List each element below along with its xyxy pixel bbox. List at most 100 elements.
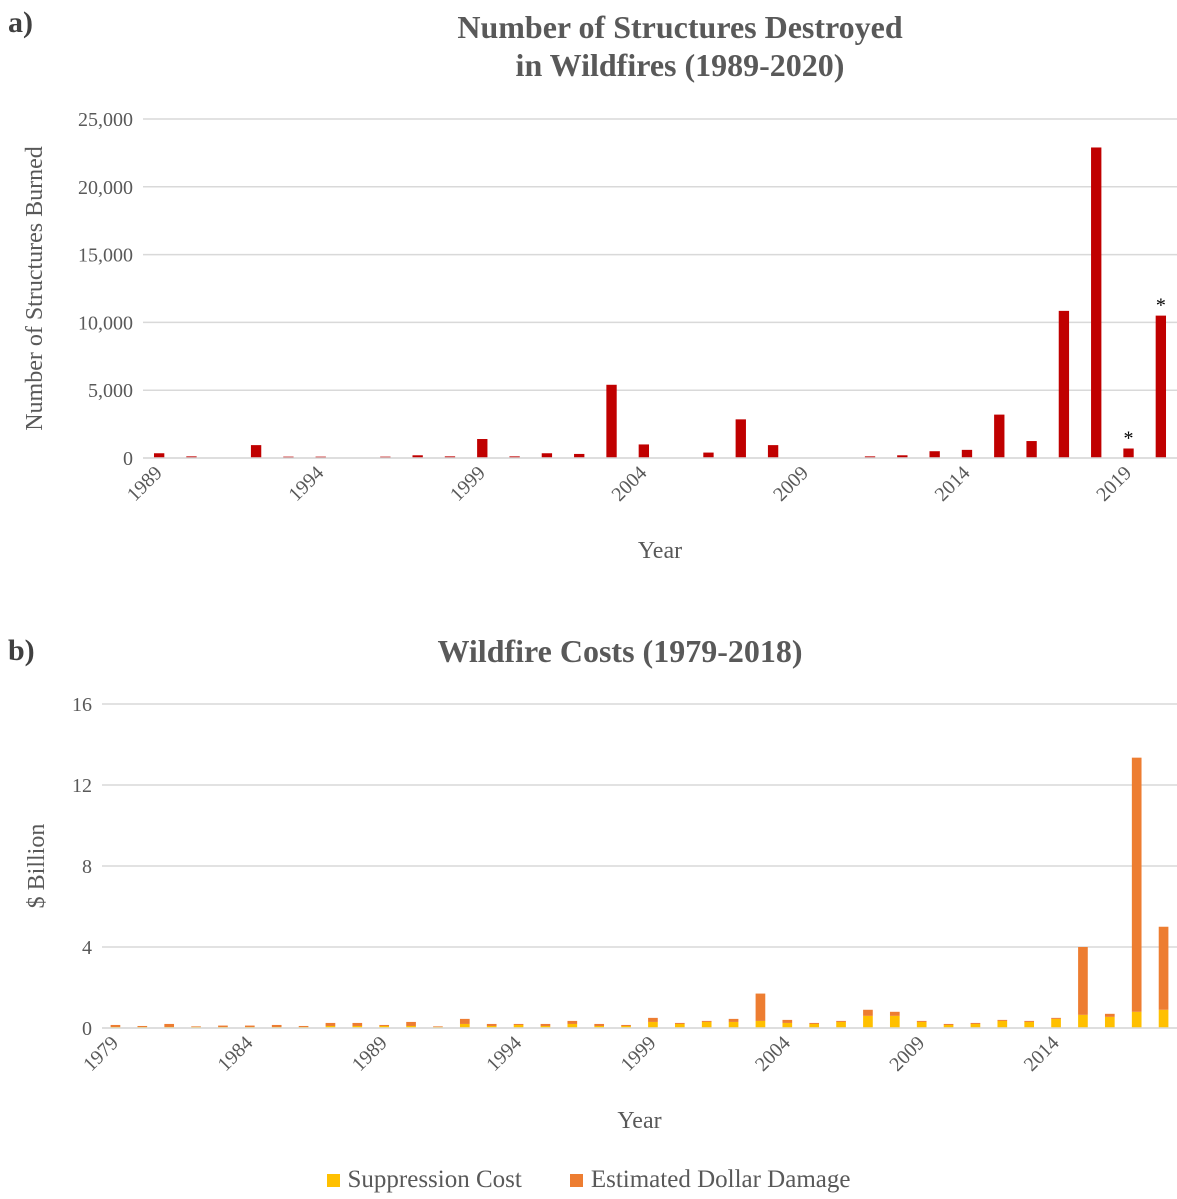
- ytick-label-a-0: 0: [123, 448, 133, 470]
- bar-estimated-dollar-damage-1979: [110, 1024, 121, 1027]
- bar-structures-2016: [1026, 441, 1037, 458]
- panel-a-label: a): [8, 6, 33, 39]
- bar-suppression-cost-2012: [997, 1020, 1008, 1028]
- chart-a-title: Number of Structures Destroyed in Wildfi…: [180, 8, 1177, 84]
- ytick-label-b-2: 8: [82, 856, 92, 878]
- bar-suppression-cost-1990: [406, 1025, 416, 1028]
- bar-structures-2020: [1155, 315, 1167, 458]
- bar-structures-2017: [1058, 310, 1070, 458]
- bar-estimated-dollar-damage-2011: [970, 1022, 981, 1024]
- legend-item-suppression: Suppression Cost: [326, 1166, 522, 1194]
- bar-structures-2015: [994, 414, 1005, 458]
- bar-estimated-dollar-damage-1992: [459, 1018, 470, 1024]
- bar-suppression-cost-1994: [513, 1024, 524, 1028]
- ytick-label-a-4: 20,000: [78, 177, 133, 199]
- bar-suppression-cost-1999: [648, 1021, 658, 1028]
- xtick-label-a-2014: 2014: [931, 462, 975, 506]
- xtick-label-b-1984: 1984: [214, 1032, 258, 1076]
- bar-structures-2006: [703, 452, 714, 458]
- bar-suppression-cost-2013: [1024, 1021, 1035, 1028]
- bar-suppression-cost-1998: [621, 1025, 631, 1028]
- bar-suppression-cost-1986: [298, 1026, 309, 1028]
- ytick-label-b-0: 0: [82, 1018, 92, 1040]
- bar-structures-2001: [541, 453, 553, 458]
- bar-structures-2008: [767, 445, 779, 458]
- bar-structures-2002: [574, 453, 585, 458]
- ytick-label-b-3: 12: [72, 775, 92, 797]
- bar-estimated-dollar-damage-2005: [809, 1022, 820, 1024]
- bar-structures-2014: [961, 449, 973, 458]
- xtick-label-b-2009: 2009: [885, 1032, 929, 1076]
- xtick-label-b-1979: 1979: [79, 1032, 123, 1076]
- bar-estimated-dollar-damage-2007: [863, 1009, 873, 1016]
- bar-suppression-cost-1983: [218, 1026, 228, 1028]
- bar-structures-1997: [412, 455, 423, 458]
- ytick-label-b-4: 16: [72, 694, 92, 716]
- bar-suppression-cost-1980: [137, 1026, 148, 1028]
- bar-structures-1992: [250, 445, 262, 458]
- bar-suppression-cost-2006: [836, 1021, 846, 1028]
- bar-estimated-dollar-damage-2003: [755, 993, 766, 1021]
- bar-structures-2000: [509, 456, 520, 458]
- bar-estimated-dollar-damage-1996: [567, 1020, 578, 1024]
- xtick-label-b-1994: 1994: [482, 1032, 526, 1076]
- chart-a-title-line2: in Wildfires (1989-2020): [515, 47, 845, 83]
- legend-label-suppression: Suppression Cost: [347, 1166, 522, 1193]
- bar-estimated-dollar-damage-2018: [1158, 926, 1169, 1010]
- ytick-label-a-5: 25,000: [78, 109, 133, 131]
- bar-suppression-cost-1996: [567, 1023, 578, 1028]
- bar-estimated-dollar-damage-1984: [244, 1025, 255, 1027]
- x-axis-title-b: Year: [617, 1108, 661, 1134]
- bar-structures-2013: [929, 451, 940, 458]
- legend-item-damage: Estimated Dollar Damage: [569, 1166, 851, 1194]
- bar-suppression-cost-2003: [755, 1020, 766, 1028]
- bar-estimated-dollar-damage-2015: [1078, 947, 1088, 1015]
- bar-suppression-cost-2008: [889, 1015, 900, 1028]
- bar-estimated-dollar-damage-2016: [1104, 1013, 1115, 1017]
- xtick-label-a-1994: 1994: [284, 462, 328, 506]
- bar-suppression-cost-2001: [701, 1021, 712, 1028]
- bar-estimated-dollar-damage-1986: [298, 1025, 309, 1027]
- legend-label-damage: Estimated Dollar Damage: [590, 1166, 851, 1193]
- bar-structures-2003: [606, 384, 617, 458]
- bar-estimated-dollar-damage-1991: [433, 1026, 443, 1027]
- panel-b-label: b): [8, 634, 35, 667]
- bar-suppression-cost-2017: [1131, 1011, 1142, 1028]
- xtick-label-b-2014: 2014: [1020, 1032, 1064, 1076]
- xtick-label-a-1999: 1999: [446, 462, 490, 506]
- bar-suppression-cost-1987: [325, 1025, 336, 1028]
- bar-estimated-dollar-damage-2000: [674, 1022, 685, 1024]
- y-axis-title-a: Number of Structures Burned: [22, 146, 48, 431]
- bar-suppression-cost-2018: [1158, 1009, 1169, 1028]
- bar-estimated-dollar-damage-1983: [218, 1025, 228, 1027]
- bar-estimated-dollar-damage-2004: [782, 1019, 793, 1023]
- bar-estimated-dollar-damage-2010: [943, 1023, 954, 1025]
- xtick-label-b-1989: 1989: [348, 1032, 392, 1076]
- bar-estimated-dollar-damage-1997: [594, 1023, 605, 1026]
- ytick-label-a-2: 10,000: [78, 312, 133, 334]
- legend-swatch-damage: [569, 1173, 583, 1187]
- bar-suppression-cost-1984: [244, 1026, 255, 1028]
- bar-suppression-cost-1992: [459, 1023, 470, 1028]
- xtick-label-a-2009: 2009: [769, 462, 813, 506]
- bar-suppression-cost-2007: [863, 1015, 873, 1028]
- bar-estimated-dollar-damage-1994: [513, 1023, 524, 1025]
- bar-suppression-cost-2014: [1051, 1018, 1061, 1028]
- bar-suppression-cost-2005: [809, 1023, 820, 1028]
- bar-estimated-dollar-damage-1980: [137, 1025, 148, 1027]
- annotation-2020: *: [1156, 295, 1166, 317]
- y-axis-title-b: $ Billion: [24, 824, 50, 909]
- bar-estimated-dollar-damage-2008: [889, 1011, 900, 1016]
- bar-estimated-dollar-damage-1993: [486, 1023, 497, 1026]
- bar-structures-2019: [1123, 448, 1134, 458]
- bar-suppression-cost-2000: [674, 1023, 685, 1028]
- bar-estimated-dollar-damage-1998: [621, 1024, 631, 1026]
- bar-estimated-dollar-damage-2009: [916, 1020, 927, 1022]
- bar-estimated-dollar-damage-1987: [325, 1022, 336, 1026]
- bar-suppression-cost-2002: [728, 1021, 739, 1028]
- bar-estimated-dollar-damage-2017: [1131, 757, 1142, 1012]
- chart-b-title: Wildfire Costs (1979-2018): [437, 633, 803, 669]
- bar-suppression-cost-1981: [164, 1026, 175, 1028]
- bar-structures-2012: [897, 455, 908, 458]
